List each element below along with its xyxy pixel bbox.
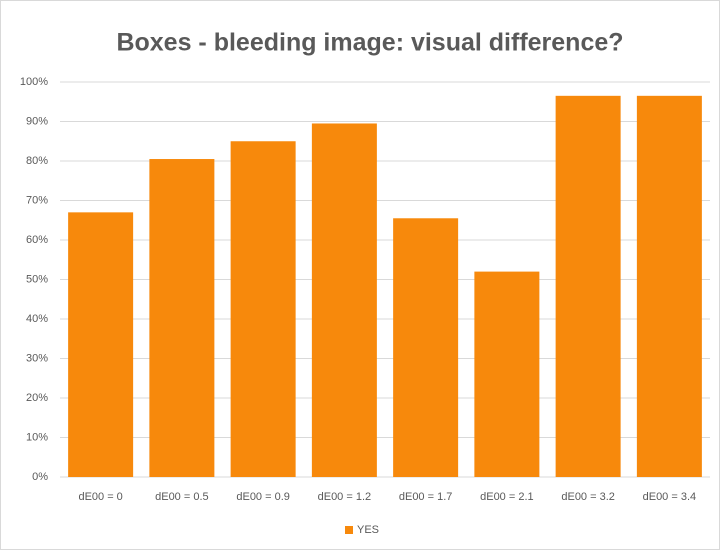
y-tick-label: 10% [26,431,48,443]
bar [230,141,296,477]
bar [149,159,215,477]
bar [636,95,702,477]
x-tick-label: dE00 = 1.2 [318,491,372,503]
bar [68,212,134,477]
x-tick-label: dE00 = 0.5 [155,491,209,503]
y-tick-label: 100% [20,76,48,88]
x-tick-label: dE00 = 3.2 [561,491,615,503]
legend-label: YES [357,524,379,536]
bar [474,271,540,477]
y-tick-label: 0% [32,471,48,483]
x-tick-label: dE00 = 3.4 [643,491,697,503]
y-tick-label: 60% [26,234,48,246]
x-tick-label: dE00 = 1.7 [399,491,453,503]
y-tick-label: 50% [26,273,48,285]
legend-swatch [345,526,353,534]
bar [311,123,377,477]
x-tick-label: dE00 = 0.9 [236,491,290,503]
y-tick-label: 80% [26,155,48,167]
y-tick-label: 40% [26,313,48,325]
y-tick-label: 70% [26,194,48,206]
x-tick-label: dE00 = 2.1 [480,491,534,503]
y-tick-label: 90% [26,115,48,127]
bar [393,218,459,477]
chart-title: Boxes - bleeding image: visual differenc… [116,29,623,57]
y-tick-label: 30% [26,352,48,364]
y-tick-label: 20% [26,392,48,404]
x-tick-label: dE00 = 0 [78,491,122,503]
bar [555,95,621,477]
